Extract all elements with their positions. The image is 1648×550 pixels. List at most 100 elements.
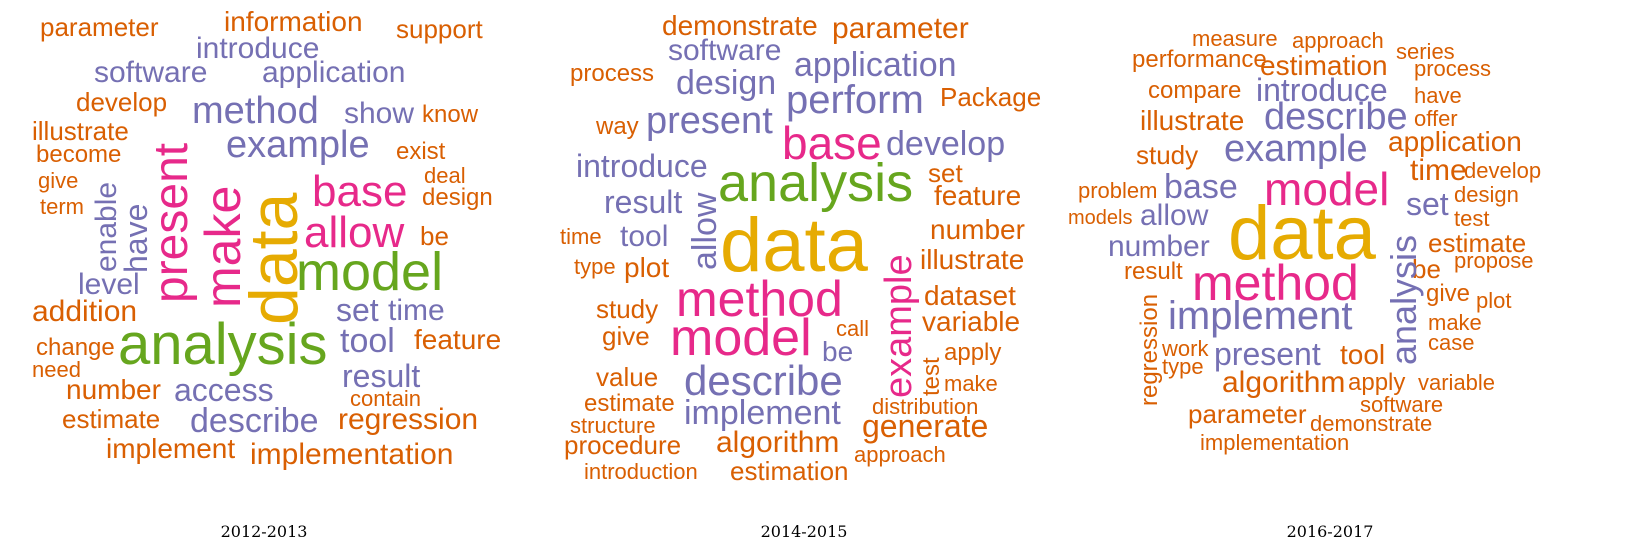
word: introduce — [196, 32, 320, 65]
word: feature — [934, 180, 1022, 211]
word: analysis — [118, 312, 328, 377]
word: application — [262, 56, 406, 89]
word: method — [676, 271, 843, 327]
word: offer — [1414, 106, 1458, 131]
word: number — [930, 214, 1025, 245]
word: develop — [76, 87, 168, 117]
word: estimate — [1428, 228, 1527, 258]
word: procedure — [564, 430, 682, 460]
word: models — [1068, 207, 1133, 229]
word: algorithm — [1222, 366, 1346, 399]
word: type — [574, 254, 616, 279]
word: have — [1414, 83, 1462, 108]
word: algorithm — [716, 426, 840, 459]
word: type — [1162, 354, 1204, 379]
word: design — [422, 184, 493, 211]
word: allow — [304, 208, 405, 257]
word: problem — [1078, 178, 1158, 203]
word: estimate — [584, 390, 675, 417]
word: know — [422, 101, 479, 128]
word: result — [342, 358, 421, 394]
word: software — [1360, 392, 1444, 417]
word: tool — [340, 322, 395, 360]
word: Package — [940, 82, 1042, 112]
word: software — [668, 34, 782, 67]
word: give — [1426, 280, 1471, 307]
word: develop — [886, 125, 1006, 163]
word: describe — [684, 357, 843, 404]
word-cloud-2012-2013: parameter information support introduce … — [0, 0, 560, 550]
word: introduction — [584, 459, 698, 484]
word: propose — [1454, 248, 1534, 273]
word: design — [1454, 182, 1519, 207]
word: make — [1428, 310, 1482, 335]
word: software — [94, 56, 208, 89]
word: number — [66, 374, 161, 405]
word: structure — [570, 413, 656, 438]
word: example — [226, 124, 370, 166]
word: implement — [1168, 294, 1353, 338]
word: regression — [338, 403, 479, 436]
word: variable — [922, 306, 1021, 337]
word: present — [646, 100, 773, 142]
word: estimate — [62, 404, 161, 434]
word: case — [1428, 330, 1475, 355]
word: generate — [862, 408, 989, 444]
word: parameter — [40, 12, 159, 42]
word: be — [822, 336, 854, 367]
word: value — [596, 362, 659, 392]
word: tool — [1340, 339, 1386, 370]
word: illustrate — [32, 116, 129, 146]
word: present — [1214, 336, 1321, 372]
word: result — [1124, 258, 1183, 285]
word: dataset — [924, 280, 1016, 311]
word: time — [388, 294, 445, 327]
word: variable — [1418, 370, 1496, 395]
word: apply — [1348, 369, 1406, 396]
word: performance — [1132, 46, 1267, 73]
word: time — [560, 224, 602, 249]
word: present — [145, 142, 198, 303]
word-cloud-2014-2015: demonstrate parameter software process d… — [550, 0, 1090, 550]
word: feature — [414, 324, 502, 355]
word: make — [944, 371, 998, 396]
word: implement — [106, 433, 236, 464]
word: implementation — [250, 438, 454, 471]
word: test — [1454, 206, 1490, 231]
panel-caption: 2016-2017 — [1286, 522, 1374, 541]
word: design — [676, 64, 777, 102]
word: illustrate — [920, 244, 1025, 275]
word: series — [1396, 39, 1455, 64]
word: need — [32, 357, 81, 382]
word: deal — [424, 163, 466, 188]
word: base — [312, 167, 408, 216]
word: estimation — [1260, 50, 1388, 81]
word: example — [1224, 128, 1368, 170]
word: model — [670, 309, 812, 367]
word: plot — [624, 252, 670, 283]
word: become — [36, 141, 122, 168]
word: demonstrate — [662, 10, 818, 41]
word: set — [928, 158, 963, 188]
word: level — [78, 268, 140, 301]
word: data — [1228, 191, 1376, 276]
word: method — [192, 90, 319, 132]
word: introduce — [1256, 72, 1388, 108]
word: base — [782, 117, 882, 169]
word: access — [174, 372, 274, 408]
word: analysis — [718, 153, 914, 213]
word: implementation — [1200, 430, 1350, 455]
word: be — [1412, 254, 1441, 284]
word: plot — [1476, 288, 1512, 313]
word: application — [794, 46, 957, 84]
word: call — [836, 316, 870, 341]
word: measure — [1192, 26, 1278, 51]
word: contain — [350, 386, 421, 411]
word: give — [38, 168, 79, 193]
word: implement — [684, 394, 841, 432]
word: develop — [1464, 158, 1542, 183]
word: analysis — [1383, 234, 1424, 365]
word: example — [878, 254, 920, 398]
word: addition — [32, 295, 138, 328]
word: exist — [396, 138, 446, 165]
